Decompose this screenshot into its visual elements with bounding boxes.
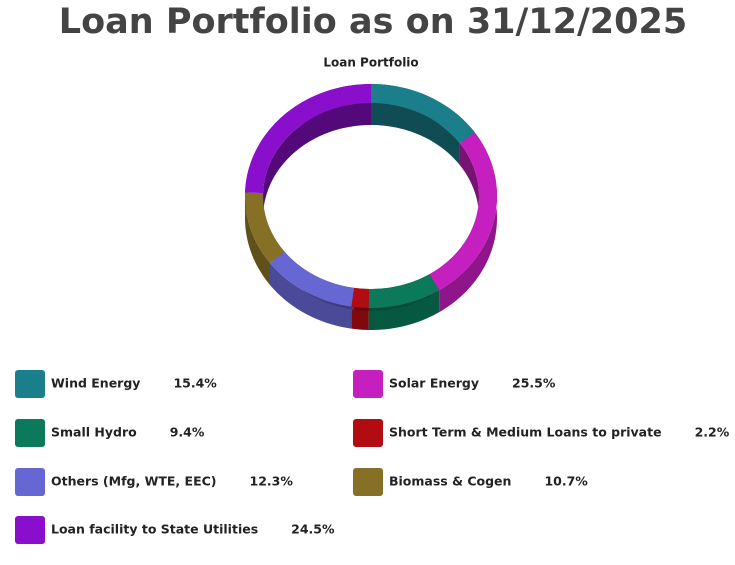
legend-label: Loan facility to State Utilities — [51, 522, 258, 537]
chart-subtitle: Loan Portfolio — [323, 56, 418, 70]
ring-tops — [245, 84, 497, 308]
chart-title: Loan Portfolio as on 31/12/2025 — [59, 2, 687, 42]
segment-side — [439, 132, 497, 313]
legend-label: Wind Energy — [51, 376, 140, 391]
segment-side — [270, 262, 352, 329]
legend: Wind Energy 15.4% Solar Energy 25.5% Small H… — [15, 370, 730, 544]
segment-side — [351, 306, 369, 330]
segment — [351, 287, 369, 308]
legend-value: 24.5% — [291, 522, 335, 537]
legend-swatch — [353, 468, 383, 496]
legend-swatch — [353, 419, 383, 447]
legend-label: Biomass & Cogen — [389, 474, 511, 489]
legend-swatch — [353, 370, 383, 398]
segment — [245, 192, 285, 263]
legend-value: 9.4% — [170, 425, 205, 440]
legend-value: 12.3% — [250, 474, 294, 489]
legend-swatch — [15, 370, 45, 398]
segment — [368, 274, 440, 308]
segment-inner-wall — [371, 103, 460, 166]
legend-label: Small Hydro — [51, 425, 137, 440]
legend-value: 25.5% — [512, 376, 556, 391]
legend-value: 10.7% — [544, 474, 588, 489]
segment — [270, 251, 355, 307]
legend-label: Solar Energy — [389, 376, 479, 391]
legend-swatch — [15, 419, 45, 447]
legend-swatch — [15, 516, 45, 544]
segment-side — [245, 192, 270, 285]
legend-swatch — [15, 468, 45, 496]
segment — [371, 84, 475, 144]
segment — [429, 132, 497, 291]
segment — [245, 84, 371, 194]
legend-value: 2.2% — [695, 425, 730, 440]
segment-inner-wall — [263, 103, 371, 216]
legend-label: Others (Mfg, WTE, EEC) — [51, 474, 217, 489]
donut — [245, 84, 497, 330]
legend-label: Short Term & Medium Loans to private — [389, 425, 662, 440]
legend-value: 15.4% — [173, 376, 217, 391]
